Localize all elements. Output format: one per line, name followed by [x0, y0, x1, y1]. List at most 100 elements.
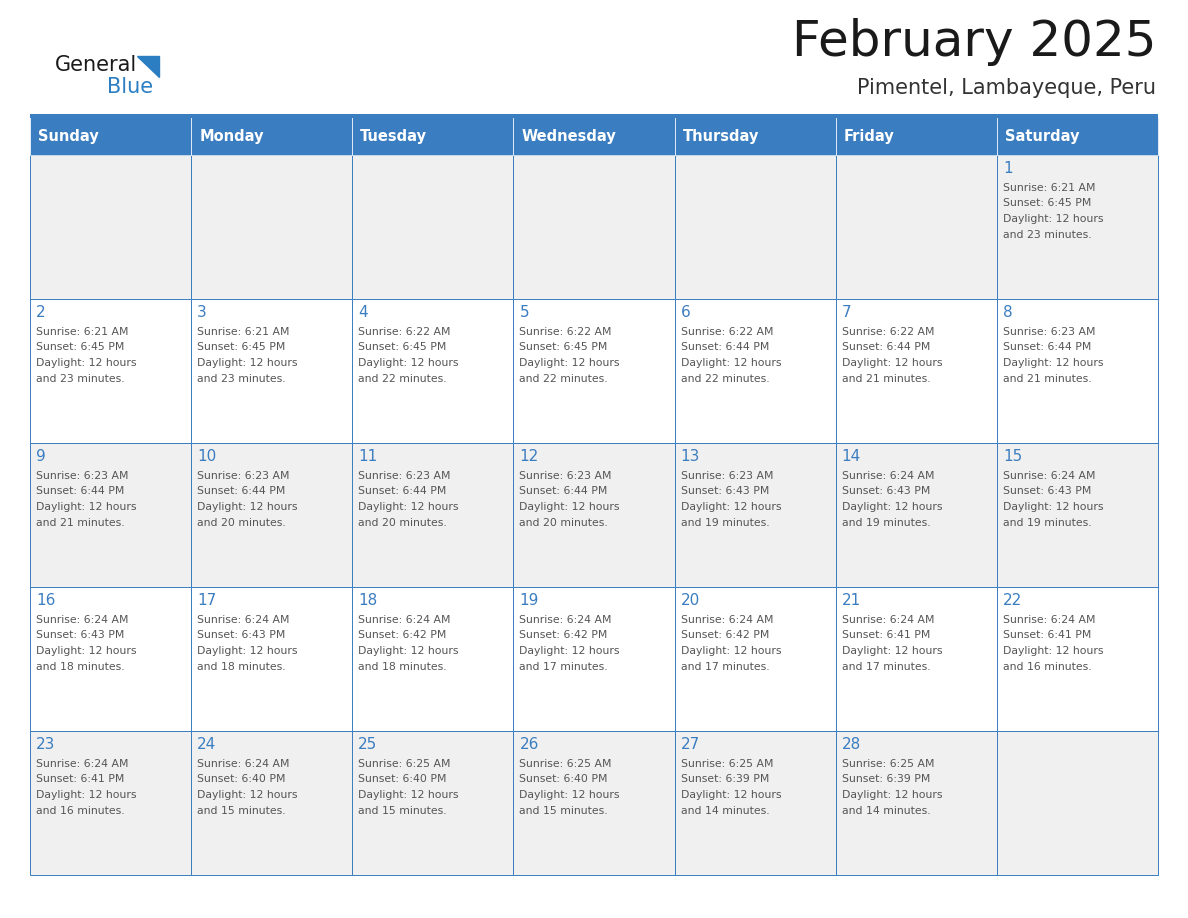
Text: 5: 5 — [519, 305, 529, 320]
Text: Daylight: 12 hours: Daylight: 12 hours — [36, 790, 137, 800]
Text: 20: 20 — [681, 593, 700, 608]
Text: Sunrise: 6:24 AM: Sunrise: 6:24 AM — [1003, 615, 1095, 625]
Bar — [30, 155, 191, 299]
Text: Sunrise: 6:23 AM: Sunrise: 6:23 AM — [36, 471, 128, 481]
Text: Sunrise: 6:25 AM: Sunrise: 6:25 AM — [359, 759, 450, 769]
Bar — [835, 587, 997, 731]
Text: Daylight: 12 hours: Daylight: 12 hours — [519, 646, 620, 656]
Text: Sunrise: 6:24 AM: Sunrise: 6:24 AM — [197, 615, 290, 625]
Text: Sunrise: 6:24 AM: Sunrise: 6:24 AM — [359, 615, 450, 625]
Bar — [675, 299, 835, 443]
Text: Sunday: Sunday — [38, 129, 99, 143]
Text: Tuesday: Tuesday — [360, 129, 428, 143]
Bar — [513, 731, 675, 875]
Bar — [353, 587, 513, 731]
Text: Sunset: 6:40 PM: Sunset: 6:40 PM — [359, 775, 447, 785]
Text: and 17 minutes.: and 17 minutes. — [519, 662, 608, 671]
Bar — [997, 731, 1158, 875]
Bar — [513, 299, 675, 443]
Text: Sunset: 6:42 PM: Sunset: 6:42 PM — [519, 631, 608, 641]
Bar — [835, 299, 997, 443]
Text: Saturday: Saturday — [1005, 129, 1080, 143]
Text: Daylight: 12 hours: Daylight: 12 hours — [359, 646, 459, 656]
Text: and 20 minutes.: and 20 minutes. — [519, 518, 608, 528]
Text: 3: 3 — [197, 305, 207, 320]
Text: Sunset: 6:40 PM: Sunset: 6:40 PM — [519, 775, 608, 785]
Text: Sunrise: 6:22 AM: Sunrise: 6:22 AM — [681, 327, 773, 337]
Text: and 23 minutes.: and 23 minutes. — [36, 374, 125, 384]
Text: Sunrise: 6:21 AM: Sunrise: 6:21 AM — [36, 327, 128, 337]
Text: Sunrise: 6:24 AM: Sunrise: 6:24 AM — [1003, 471, 1095, 481]
Text: and 21 minutes.: and 21 minutes. — [1003, 374, 1092, 384]
Text: 17: 17 — [197, 593, 216, 608]
Text: Daylight: 12 hours: Daylight: 12 hours — [359, 358, 459, 368]
Text: Sunset: 6:42 PM: Sunset: 6:42 PM — [681, 631, 769, 641]
Text: 10: 10 — [197, 449, 216, 464]
Text: and 22 minutes.: and 22 minutes. — [359, 374, 447, 384]
Bar — [835, 117, 997, 155]
Text: Daylight: 12 hours: Daylight: 12 hours — [842, 502, 942, 512]
Text: Sunset: 6:41 PM: Sunset: 6:41 PM — [1003, 631, 1092, 641]
Text: Daylight: 12 hours: Daylight: 12 hours — [519, 790, 620, 800]
Text: Sunset: 6:44 PM: Sunset: 6:44 PM — [197, 487, 285, 497]
Text: Blue: Blue — [107, 77, 153, 97]
Text: Sunset: 6:45 PM: Sunset: 6:45 PM — [1003, 198, 1092, 208]
Text: 28: 28 — [842, 737, 861, 752]
Text: and 14 minutes.: and 14 minutes. — [681, 805, 769, 815]
Bar — [675, 155, 835, 299]
Text: 11: 11 — [359, 449, 378, 464]
Text: 8: 8 — [1003, 305, 1012, 320]
Bar — [513, 443, 675, 587]
Text: Sunrise: 6:24 AM: Sunrise: 6:24 AM — [842, 615, 934, 625]
Text: 21: 21 — [842, 593, 861, 608]
Text: and 22 minutes.: and 22 minutes. — [519, 374, 608, 384]
Text: 24: 24 — [197, 737, 216, 752]
Bar — [675, 731, 835, 875]
Text: 2: 2 — [36, 305, 45, 320]
Text: 13: 13 — [681, 449, 700, 464]
Text: Daylight: 12 hours: Daylight: 12 hours — [359, 502, 459, 512]
Text: Sunset: 6:43 PM: Sunset: 6:43 PM — [36, 631, 125, 641]
Bar — [30, 114, 1158, 118]
Bar — [835, 155, 997, 299]
Bar — [353, 299, 513, 443]
Bar — [353, 117, 513, 155]
Bar — [353, 155, 513, 299]
Text: Sunset: 6:39 PM: Sunset: 6:39 PM — [842, 775, 930, 785]
Text: Daylight: 12 hours: Daylight: 12 hours — [1003, 502, 1104, 512]
Text: 16: 16 — [36, 593, 56, 608]
Text: 23: 23 — [36, 737, 56, 752]
Text: Daylight: 12 hours: Daylight: 12 hours — [36, 358, 137, 368]
Text: and 21 minutes.: and 21 minutes. — [36, 518, 125, 528]
Bar — [997, 117, 1158, 155]
Text: and 15 minutes.: and 15 minutes. — [197, 805, 286, 815]
Bar — [997, 443, 1158, 587]
Text: 6: 6 — [681, 305, 690, 320]
Text: Sunset: 6:43 PM: Sunset: 6:43 PM — [842, 487, 930, 497]
Text: 19: 19 — [519, 593, 539, 608]
Bar — [997, 299, 1158, 443]
Bar — [675, 587, 835, 731]
Text: Sunset: 6:43 PM: Sunset: 6:43 PM — [197, 631, 285, 641]
Text: and 18 minutes.: and 18 minutes. — [36, 662, 125, 671]
Text: Daylight: 12 hours: Daylight: 12 hours — [1003, 358, 1104, 368]
Bar — [353, 443, 513, 587]
Text: Sunset: 6:43 PM: Sunset: 6:43 PM — [1003, 487, 1092, 497]
Bar — [30, 117, 191, 155]
Text: Sunset: 6:45 PM: Sunset: 6:45 PM — [359, 342, 447, 353]
Bar — [513, 587, 675, 731]
Bar — [191, 731, 353, 875]
Text: Sunset: 6:45 PM: Sunset: 6:45 PM — [36, 342, 125, 353]
Text: Sunset: 6:41 PM: Sunset: 6:41 PM — [36, 775, 125, 785]
Text: Daylight: 12 hours: Daylight: 12 hours — [681, 358, 781, 368]
Bar — [353, 731, 513, 875]
Text: Sunrise: 6:22 AM: Sunrise: 6:22 AM — [842, 327, 934, 337]
Text: and 19 minutes.: and 19 minutes. — [1003, 518, 1092, 528]
Text: Sunset: 6:44 PM: Sunset: 6:44 PM — [1003, 342, 1092, 353]
Bar — [513, 117, 675, 155]
Text: Daylight: 12 hours: Daylight: 12 hours — [1003, 646, 1104, 656]
Text: Sunrise: 6:23 AM: Sunrise: 6:23 AM — [681, 471, 773, 481]
Text: Sunrise: 6:25 AM: Sunrise: 6:25 AM — [681, 759, 773, 769]
Text: Thursday: Thursday — [683, 129, 759, 143]
Bar — [30, 443, 191, 587]
